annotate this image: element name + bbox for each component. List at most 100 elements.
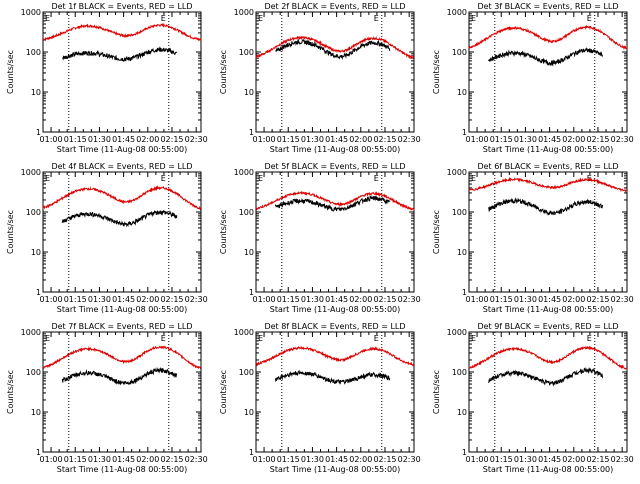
plot-frame <box>42 171 202 293</box>
panel-title: Det 5f BLACK = Events, RED = LLD <box>264 162 405 171</box>
panel-3: Det 3f BLACK = Events, RED = LLD 1 10 100 10… <box>432 2 634 154</box>
y-tick-label: 1 <box>462 448 467 457</box>
plot-frame <box>468 331 628 453</box>
series-line-lld <box>255 345 415 367</box>
x-tick-label: 01:15 <box>277 135 300 144</box>
y-tick-label: 10 <box>457 88 467 97</box>
x-tick-label: 02:15 <box>373 455 396 464</box>
panel-title: Det 3f BLACK = Events, RED = LLD <box>477 2 618 11</box>
x-axis-label: Start Time (11-Aug-08 00:55:00) <box>57 465 188 474</box>
x-tick-label: 01:00 <box>466 295 489 304</box>
x-tick-label: 01:30 <box>88 455 111 464</box>
x-tick-label: 01:30 <box>514 135 537 144</box>
y-axis-label: Counts/sec <box>432 50 441 94</box>
y-tick-label: 100 <box>26 208 41 217</box>
x-tick-label: 01:15 <box>490 455 513 464</box>
x-tick-label: 02:30 <box>185 455 208 464</box>
y-tick-label: 1 <box>36 288 41 297</box>
y-tick-label: 100 <box>26 48 41 57</box>
x-tick-label: 01:45 <box>112 295 135 304</box>
x-tick-label: 02:00 <box>349 135 372 144</box>
x-tick-label: 01:45 <box>538 455 561 464</box>
series-line-events <box>61 366 178 386</box>
y-tick-label: 1 <box>249 288 254 297</box>
marker-label: E <box>587 334 592 343</box>
x-tick-label: 02:00 <box>136 135 159 144</box>
x-tick-label: 02:00 <box>136 295 159 304</box>
series-line-events <box>61 209 178 228</box>
marker-label: E <box>587 14 592 23</box>
x-tick-label: 01:45 <box>325 135 348 144</box>
y-axis-label: Counts/sec <box>6 210 15 254</box>
y-tick-label: 1 <box>462 128 467 137</box>
x-tick-label: 01:00 <box>466 135 489 144</box>
series-line-events <box>274 369 391 385</box>
y-tick-label: 10 <box>31 88 41 97</box>
x-axis-label: Start Time (11-Aug-08 00:55:00) <box>483 305 614 314</box>
x-tick-label: 02:15 <box>586 135 609 144</box>
plot-frame <box>468 171 628 293</box>
x-tick-label: 01:00 <box>253 135 276 144</box>
panel-6: Det 6f BLACK = Events, RED = LLD 1 10 100 10… <box>432 162 634 314</box>
x-tick-label: 02:30 <box>611 135 634 144</box>
x-tick-label: 01:30 <box>301 135 324 144</box>
x-tick-label: 01:00 <box>40 135 63 144</box>
marker-label: E <box>471 174 476 183</box>
x-tick-label: 02:00 <box>349 455 372 464</box>
x-tick-label: 01:00 <box>466 455 489 464</box>
y-tick-label: 10 <box>244 248 254 257</box>
y-tick-label: 10 <box>244 408 254 417</box>
plot-frame <box>468 11 628 133</box>
x-tick-label: 01:30 <box>514 295 537 304</box>
x-tick-label: 01:45 <box>325 295 348 304</box>
y-tick-label: 10 <box>31 408 41 417</box>
y-tick-label: 1000 <box>447 8 467 17</box>
marker-label: E <box>471 14 476 23</box>
series-line-events <box>274 194 391 212</box>
panel-5: Det 5f BLACK = Events, RED = LLD 1 10 100 10… <box>219 162 421 314</box>
series-line-lld <box>468 24 628 50</box>
x-axis-label: Start Time (11-Aug-08 00:55:00) <box>483 465 614 474</box>
series-line-events <box>62 46 178 62</box>
x-axis-label: Start Time (11-Aug-08 00:55:00) <box>270 465 401 474</box>
plot-frame <box>255 11 415 133</box>
y-tick-label: 1000 <box>21 328 41 337</box>
x-axis-label: Start Time (11-Aug-08 00:55:00) <box>270 305 401 314</box>
marker-label: E <box>258 14 263 23</box>
y-tick-label: 1000 <box>234 328 254 337</box>
x-tick-label: 02:00 <box>349 295 372 304</box>
x-axis-label: Start Time (11-Aug-08 00:55:00) <box>57 305 188 314</box>
marker-label: E <box>258 174 263 183</box>
series-line-lld <box>255 190 415 211</box>
panel-title: Det 6f BLACK = Events, RED = LLD <box>477 162 618 171</box>
x-tick-label: 01:30 <box>301 295 324 304</box>
x-tick-label: 02:15 <box>160 135 183 144</box>
x-tick-label: 01:30 <box>514 455 537 464</box>
plot-frame <box>42 331 202 453</box>
series-line-lld <box>42 185 202 211</box>
x-tick-label: 01:15 <box>277 455 300 464</box>
series-line-lld <box>42 345 202 370</box>
panel-8: Det 8f BLACK = Events, RED = LLD 1 10 100 10… <box>219 322 421 474</box>
x-tick-label: 02:15 <box>373 135 396 144</box>
x-tick-label: 02:30 <box>185 295 208 304</box>
panel-1: Det 1f BLACK = Events, RED = LLD 1 10 100 10… <box>6 2 208 154</box>
series-line-lld <box>42 22 202 42</box>
panel-9: Det 9f BLACK = Events, RED = LLD 1 10 100 10… <box>432 322 634 474</box>
x-tick-label: 02:00 <box>562 135 585 144</box>
y-axis-label: Counts/sec <box>219 370 228 414</box>
y-tick-label: 1 <box>36 128 41 137</box>
panel-title: Det 1f BLACK = Events, RED = LLD <box>51 2 192 11</box>
x-tick-label: 01:30 <box>88 135 111 144</box>
x-tick-label: 02:30 <box>185 135 208 144</box>
plot-frame <box>255 171 415 293</box>
series-line-events <box>487 197 604 216</box>
marker-label: E <box>374 174 379 183</box>
y-tick-label: 1 <box>249 448 254 457</box>
y-axis-label: Counts/sec <box>219 50 228 94</box>
x-tick-label: 02:00 <box>136 455 159 464</box>
x-tick-label: 01:00 <box>253 295 276 304</box>
x-tick-label: 01:15 <box>277 295 300 304</box>
x-tick-label: 02:15 <box>373 295 396 304</box>
